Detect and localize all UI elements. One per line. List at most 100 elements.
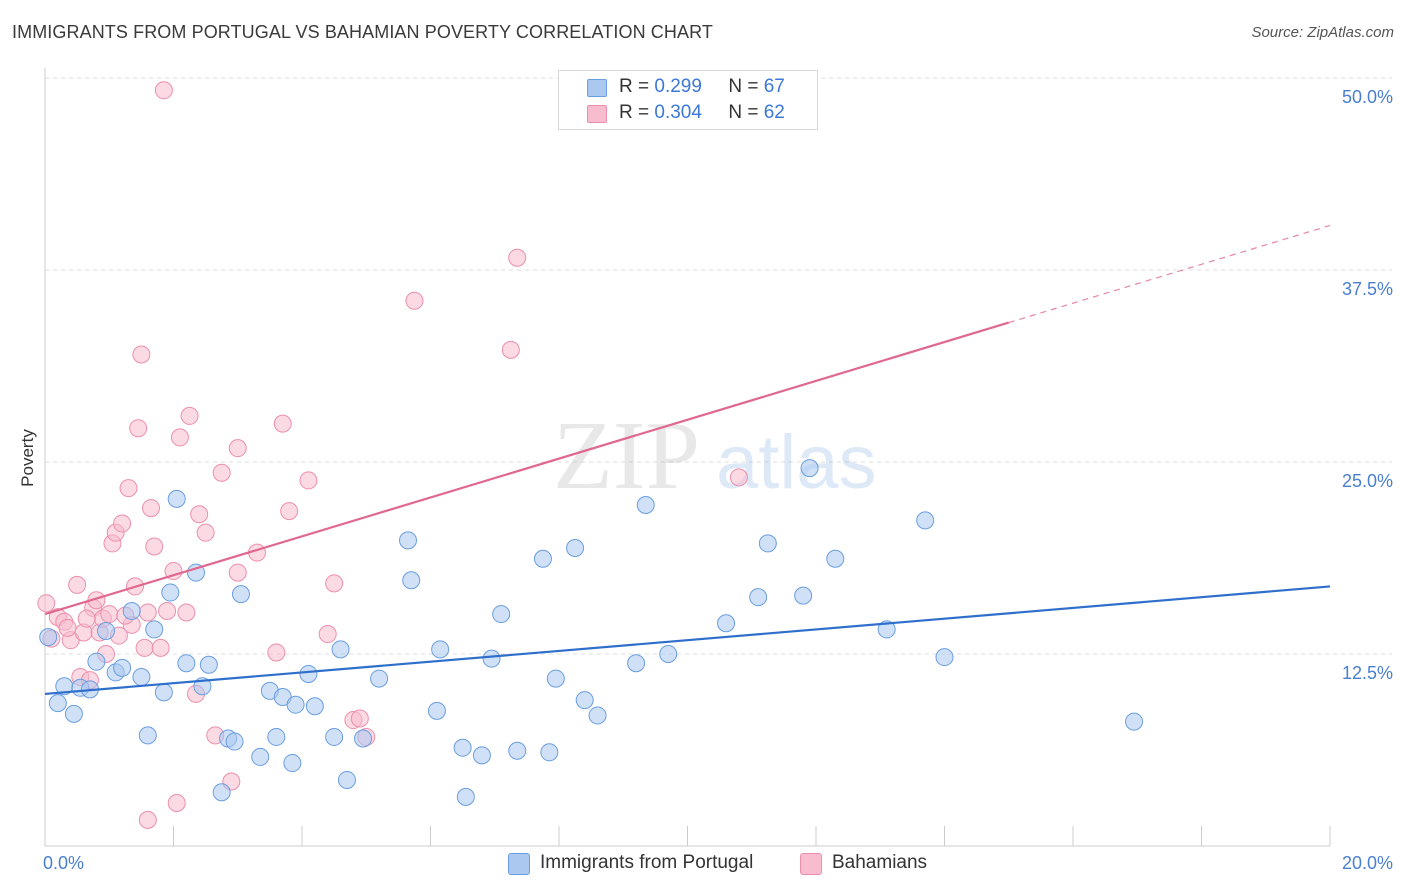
portugal-point <box>370 669 389 688</box>
bahamians-point <box>145 537 164 556</box>
portugal-point <box>97 621 116 640</box>
bahamians-point <box>167 793 186 812</box>
portugal-point <box>199 655 218 674</box>
bahamians-point <box>138 603 157 622</box>
portugal-point <box>453 738 472 757</box>
bahamians-point <box>37 594 56 613</box>
bahamians-point <box>132 345 151 364</box>
legend-swatch-blue <box>587 79 607 97</box>
portugal-point <box>588 706 607 725</box>
bahamians-point <box>119 479 138 498</box>
portugal-point <box>286 695 305 714</box>
portugal-point <box>431 640 450 659</box>
portugal-point <box>533 549 552 568</box>
bahamians-trend-extension <box>1008 224 1331 324</box>
tick-labels: 12.5% 25.0% 37.5% 50.0% 0.0% 20.0% <box>43 87 1393 873</box>
bahamians-point <box>151 638 170 657</box>
y-tick-label: 12.5% <box>1342 663 1393 683</box>
portugal-point <box>325 727 344 746</box>
portugal-point <box>627 654 646 673</box>
portugal-point <box>122 601 141 620</box>
bahamians-point <box>501 340 520 359</box>
portugal-point <box>145 620 164 639</box>
bahamians-point <box>138 810 157 829</box>
portugal-point <box>472 746 491 765</box>
portugal-point <box>267 727 286 746</box>
legend-n-value: 67 <box>763 76 785 97</box>
legend-r-label: R = <box>619 102 650 123</box>
portugal-point <box>508 741 527 760</box>
y-tick-label: 50.0% <box>1342 87 1393 107</box>
bahamians-point <box>158 601 177 620</box>
portugal-point <box>540 743 559 762</box>
bahamians-point <box>170 428 189 447</box>
portugal-point <box>492 605 511 624</box>
trend-lines <box>44 224 1331 696</box>
bahamians-point <box>68 575 87 594</box>
portugal-point <box>717 614 736 633</box>
portugal-point <box>231 585 250 604</box>
portugal-point <box>138 726 157 745</box>
portugal-point <box>794 586 813 605</box>
portugal-point <box>212 783 231 802</box>
portugal-point <box>299 664 318 683</box>
x-tick-label: 20.0% <box>1342 853 1393 873</box>
bahamians-point <box>135 638 154 657</box>
bahamians-point <box>196 523 215 542</box>
portugal-point <box>167 489 186 508</box>
portugal-point <box>636 496 655 515</box>
portugal-point <box>877 620 896 639</box>
portugal-point <box>399 531 418 550</box>
bahamians-points <box>37 81 748 829</box>
bahamians-point <box>280 502 299 521</box>
portugal-point <box>546 669 565 688</box>
portugal-point <box>826 549 845 568</box>
bahamians-point <box>405 291 424 310</box>
portugal-point <box>916 511 935 530</box>
bahamians-point <box>212 463 231 482</box>
bahamians-point <box>325 574 344 593</box>
grid-lines <box>45 77 1392 655</box>
bahamians-point <box>318 625 337 644</box>
bahamians-point <box>508 248 527 267</box>
bahamians-point <box>729 468 748 487</box>
bahamians-point <box>228 439 247 458</box>
portugal-point <box>566 539 585 558</box>
portugal-point <box>225 732 244 751</box>
bahamians-point <box>100 605 119 624</box>
portugal-point <box>482 649 501 668</box>
watermark: ZIP atlas <box>553 402 877 510</box>
bahamians-point <box>273 414 292 433</box>
portugal-point <box>800 459 819 478</box>
stats-legend: R = 0.299 N = 67 R = 0.304 N = 62 <box>558 70 818 130</box>
x-tick-label: 0.0% <box>43 853 84 873</box>
legend-r-value: 0.299 <box>654 76 702 97</box>
portugal-point <box>354 729 373 748</box>
bahamians-point <box>177 603 196 622</box>
portugal-point <box>575 691 594 710</box>
portugal-point <box>87 652 106 671</box>
bottom-legend-swatch-blue <box>508 853 530 875</box>
axes <box>44 68 1331 847</box>
bahamians-point <box>267 643 286 662</box>
portugal-point <box>402 571 421 590</box>
y-axis-title: Poverty <box>18 429 37 487</box>
legend-r-label: R = <box>619 76 650 97</box>
legend-swatch-pink <box>587 105 607 123</box>
watermark-atlas: atlas <box>716 420 877 505</box>
portugal-point <box>48 694 67 713</box>
y-tick-label: 25.0% <box>1342 471 1393 491</box>
portugal-point <box>186 563 205 582</box>
legend-n-label: N = <box>728 102 759 123</box>
chart-title: IMMIGRANTS FROM PORTUGAL VS BAHAMIAN POV… <box>12 22 713 42</box>
bahamians-point <box>180 406 199 425</box>
portugal-point <box>64 704 83 723</box>
watermark-zip: ZIP <box>553 402 700 510</box>
portugal-point <box>758 534 777 553</box>
portugal-trend-line <box>44 585 1331 696</box>
bahamians-trend-line <box>44 321 1010 616</box>
bahamians-point <box>129 419 148 438</box>
bahamians-point <box>154 81 173 100</box>
legend-n-value: 62 <box>763 102 785 123</box>
